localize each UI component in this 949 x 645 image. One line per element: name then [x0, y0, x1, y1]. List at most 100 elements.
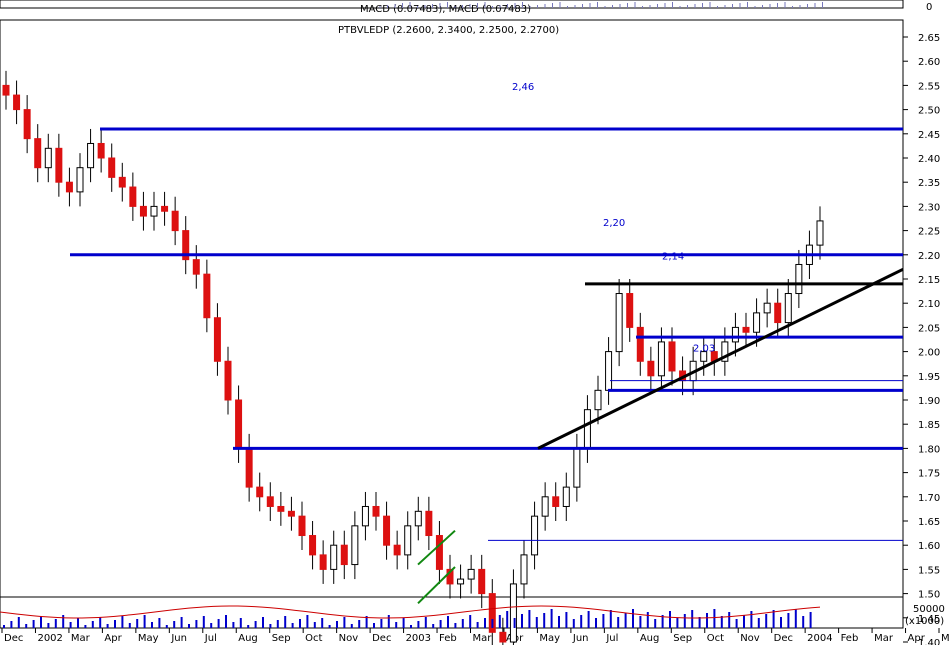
x-tick-label: Ma: [941, 633, 949, 644]
rising-trendline: [537, 267, 904, 450]
x-tick-label: 2004: [807, 633, 832, 644]
down-candle: [213, 317, 221, 362]
up-candle: [351, 525, 359, 566]
up-candle: [562, 486, 570, 507]
down-candle: [372, 505, 380, 517]
up-candle: [731, 326, 739, 343]
up-candle: [414, 510, 422, 527]
y-tick-label: 2.05: [918, 323, 940, 334]
down-candle: [393, 544, 401, 556]
x-tick-label: Jul: [605, 633, 618, 644]
down-candle: [340, 544, 348, 566]
y-tick-label: 1.90: [918, 396, 940, 407]
y-tick-label: 2.65: [918, 33, 940, 44]
x-tick-label: Dec: [4, 633, 23, 644]
short-trendline: [417, 529, 456, 566]
y-tick-label: 1.45: [918, 614, 940, 625]
y-tick-label: 1.80: [918, 444, 940, 455]
x-tick-label: 2002: [37, 633, 62, 644]
down-candle: [298, 515, 306, 537]
x-tick-label: Oct: [305, 633, 322, 644]
y-tick-label: 1.70: [918, 493, 940, 504]
down-candle: [65, 181, 73, 193]
down-candle: [139, 205, 147, 217]
down-candle: [383, 515, 391, 546]
down-candle: [182, 230, 190, 261]
x-tick-label: Feb: [439, 633, 457, 644]
down-candle: [774, 302, 782, 324]
up-candle: [795, 263, 803, 295]
up-candle: [594, 389, 602, 411]
down-candle: [636, 326, 644, 362]
y-tick-label: 1.50: [918, 590, 940, 601]
down-candle: [425, 510, 433, 537]
y-tick-label: 2.15: [918, 275, 940, 286]
x-tick-label: May: [539, 633, 560, 644]
y-tick-label: 2.20: [918, 251, 940, 262]
down-candle: [235, 399, 243, 449]
up-candle: [150, 205, 158, 217]
y-tick-label: 2.25: [918, 227, 940, 238]
down-candle: [277, 505, 285, 512]
up-candle: [721, 341, 729, 362]
down-candle: [647, 360, 655, 377]
x-tick-label: Jun: [572, 633, 589, 644]
down-candle: [319, 554, 327, 570]
down-candle: [287, 510, 295, 517]
y-tick-label: 1.60: [918, 541, 940, 552]
y-tick-label: 2.00: [918, 348, 940, 359]
up-candle: [763, 302, 771, 314]
x-tick-label: Dec: [774, 633, 793, 644]
down-candle: [34, 138, 42, 169]
level-annotation: 2,20: [603, 218, 625, 229]
down-candle: [118, 176, 126, 188]
x-tick-label: Feb: [841, 633, 859, 644]
up-candle: [76, 167, 84, 193]
y-tick-label: 2.50: [918, 106, 940, 117]
up-candle: [509, 583, 517, 643]
y-tick-label: 2.30: [918, 202, 940, 213]
down-candle: [192, 259, 200, 275]
down-candle: [256, 486, 264, 498]
y-tick-label: 2.45: [918, 130, 940, 141]
down-candle: [55, 147, 63, 183]
down-candle: [309, 535, 317, 556]
y-tick-label: 1.75: [918, 469, 940, 480]
level-annotation: 2,46: [512, 82, 534, 93]
up-candle: [44, 147, 52, 169]
down-candle: [2, 84, 10, 96]
down-candle: [626, 293, 634, 328]
down-candle: [446, 568, 454, 585]
x-tick-label: Jun: [170, 633, 187, 644]
down-candle: [161, 205, 169, 212]
candles: [2, 70, 824, 645]
macd-axis-label: 0: [926, 2, 932, 13]
level-annotations: 2,462,202,142,031,38: [512, 82, 715, 355]
y-axis: 2.65 2.60 2.55 2.50 2.45 2.40 2.35 2.30 2.25 2.20…: [903, 33, 940, 645]
up-candle: [583, 409, 591, 449]
y-tick-label: 1.40: [918, 638, 940, 645]
down-candle: [668, 341, 676, 372]
down-candle: [488, 593, 496, 633]
short-trendline: [417, 566, 456, 604]
x-tick-label: Mar: [473, 633, 493, 644]
x-tick-label: Sep: [673, 633, 692, 644]
x-tick-label: Nov: [740, 633, 760, 644]
support-resistance-lines: [70, 127, 904, 604]
up-candle: [657, 341, 665, 377]
up-candle: [541, 496, 549, 517]
volume-axis-label: 50000: [913, 604, 945, 615]
chart-title: PTBVLEDP (2.2600, 2.3400, 2.2500, 2.2700…: [338, 25, 559, 36]
x-tick-label: Nov: [339, 633, 359, 644]
level-annotation: 2,14: [662, 252, 684, 263]
up-candle: [330, 544, 338, 570]
down-candle: [435, 535, 443, 570]
x-axis: Dec 2002 Mar Apr May Jun Jul Aug Sep Oct Nov Dec 200…: [1, 628, 949, 644]
y-tick-label: 2.35: [918, 178, 940, 189]
y-tick-label: 1.95: [918, 372, 940, 383]
level-annotation: 2,03: [693, 344, 715, 355]
y-tick-label: 1.55: [918, 565, 940, 576]
up-candle: [605, 351, 613, 391]
x-tick-label: Oct: [707, 633, 724, 644]
down-candle: [552, 496, 560, 507]
